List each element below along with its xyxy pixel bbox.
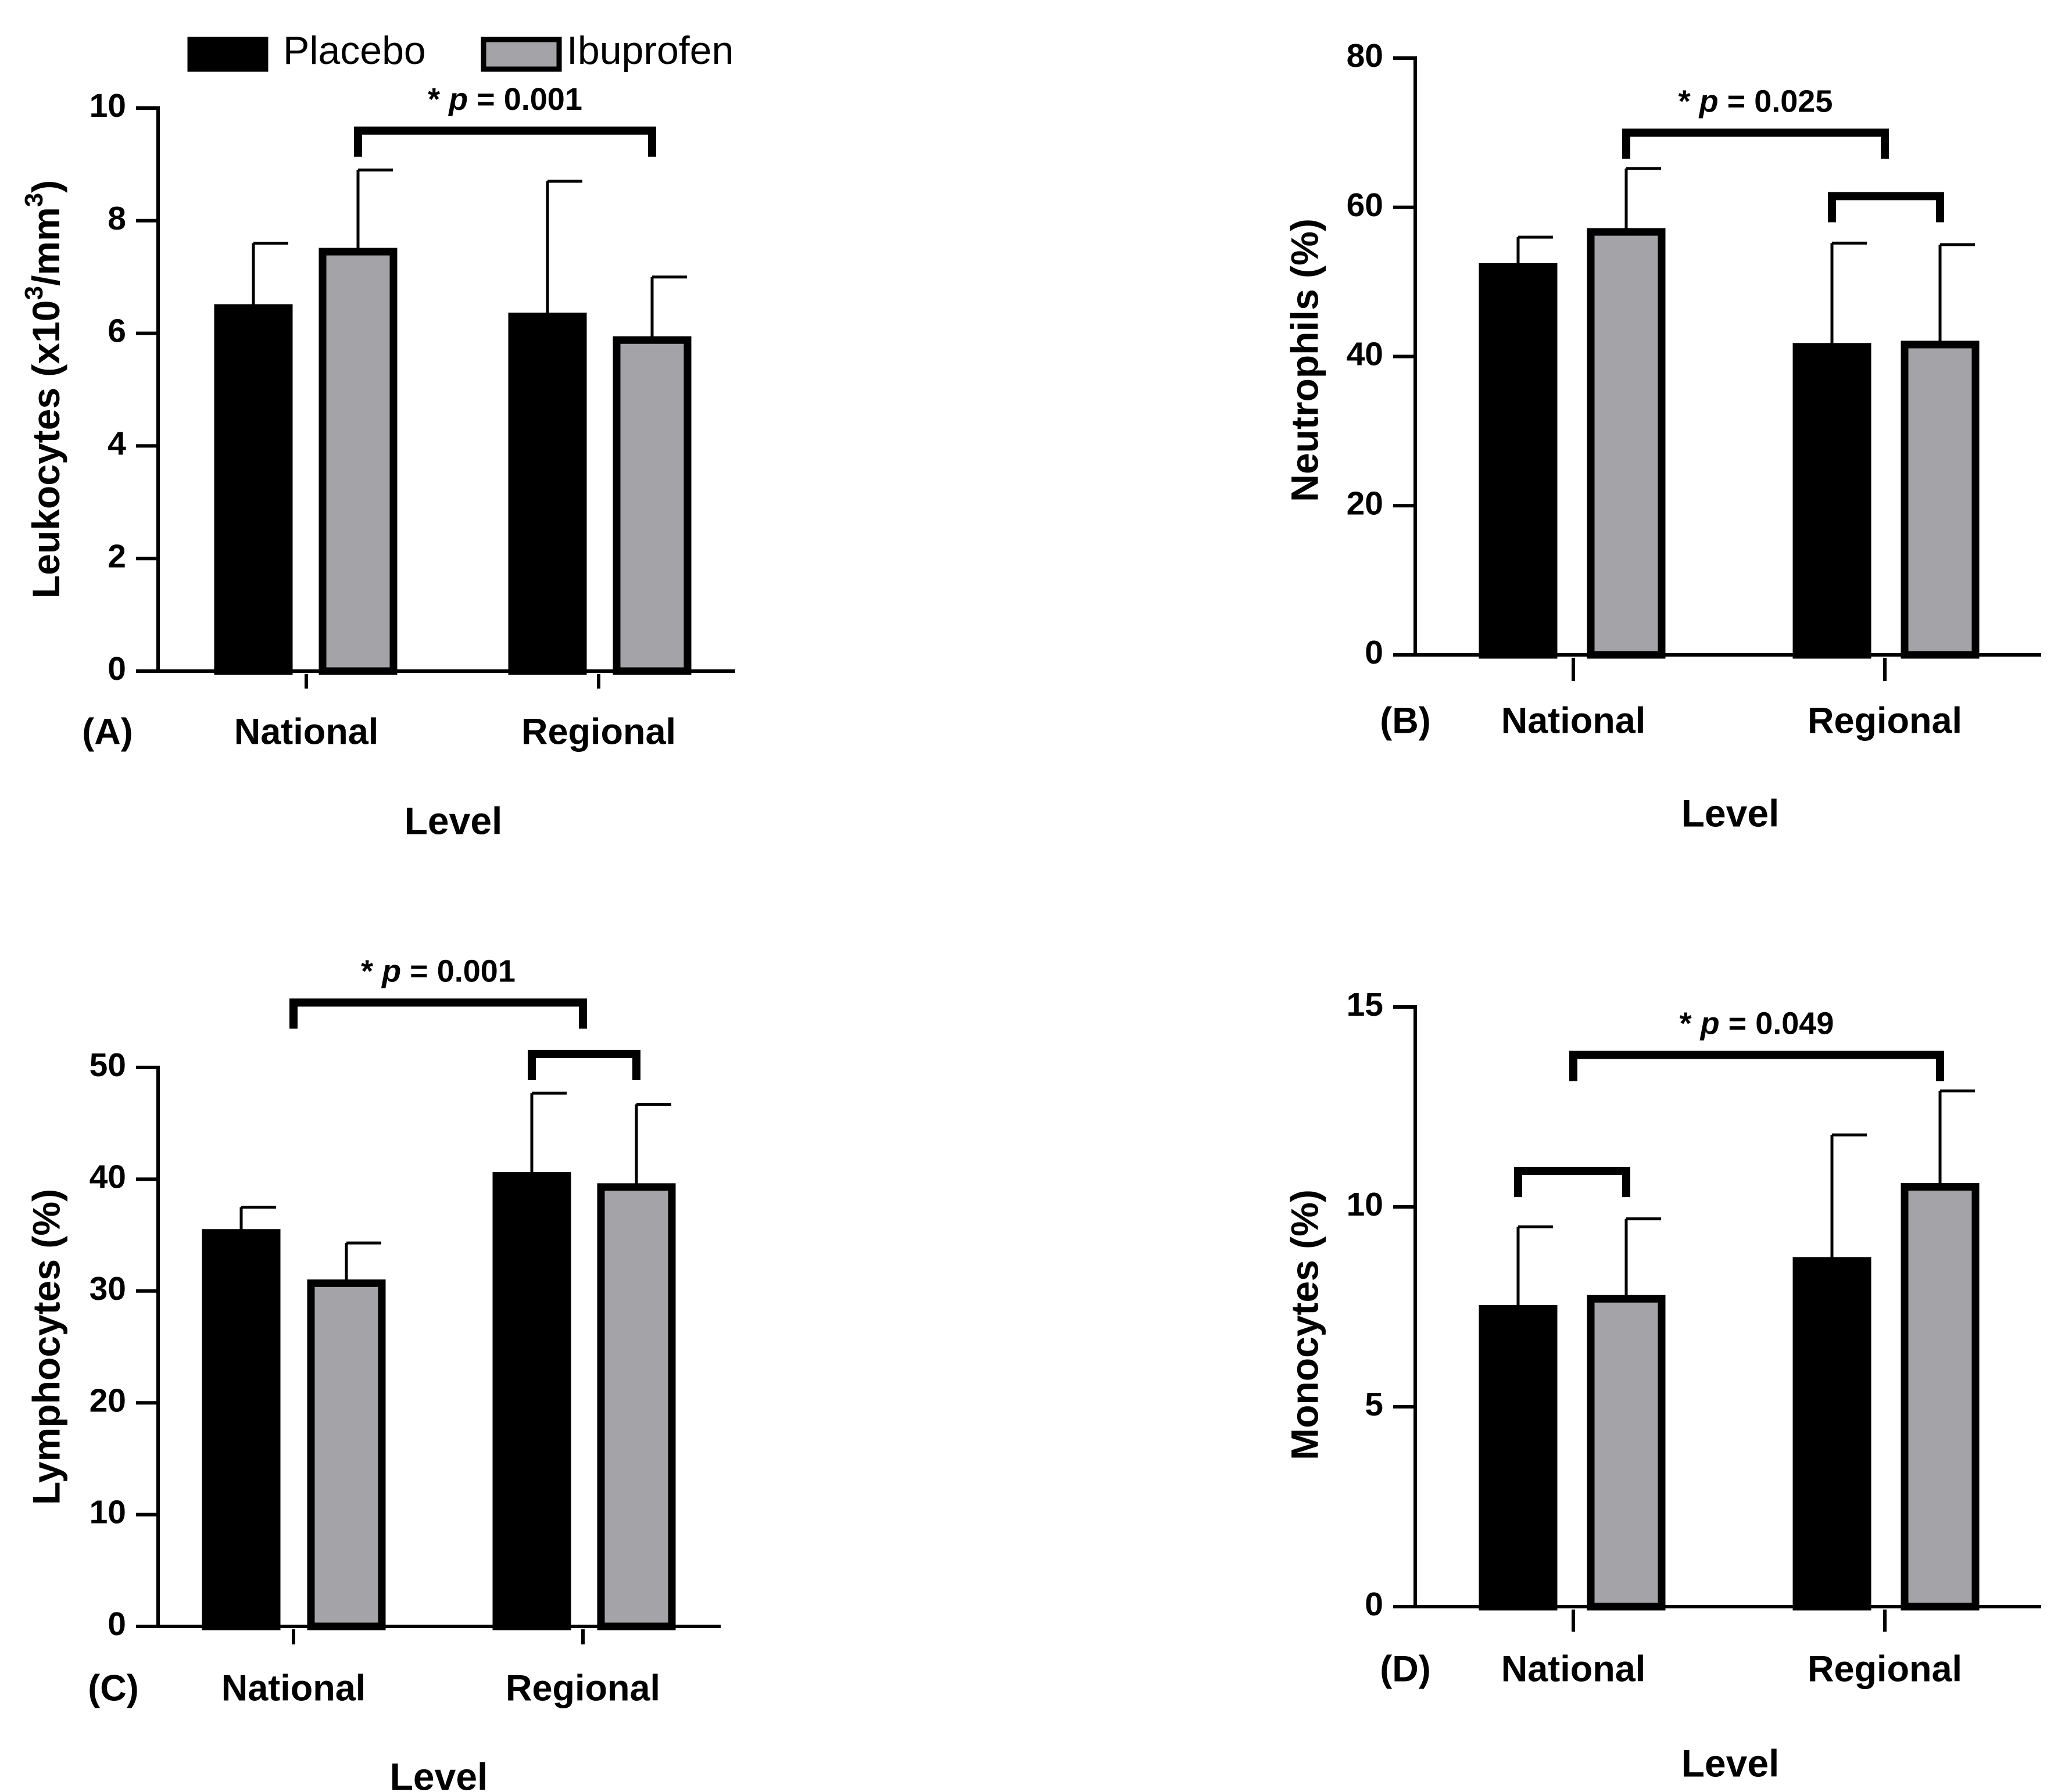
bar-ibuprofen-national bbox=[307, 1279, 386, 1630]
y-tick-label: 40 bbox=[1347, 336, 1383, 373]
bar-ibuprofen-regional bbox=[1901, 1183, 1980, 1611]
y-axis-title: Leukocytes (x103/mm3) bbox=[20, 180, 68, 598]
panel-a: 0 2 4 6 8 10 National Regional (A) Level Leukocyte… bbox=[20, 82, 735, 842]
x-category-label: National bbox=[1501, 1649, 1646, 1690]
significance-bracket bbox=[1622, 128, 1889, 159]
legend-swatch-placebo bbox=[187, 37, 269, 72]
x-category-label: National bbox=[1501, 701, 1646, 741]
bar-ibuprofen-regional bbox=[1901, 341, 1980, 659]
x-category-label: Regional bbox=[1808, 701, 1962, 741]
significance-bracket bbox=[1828, 192, 1944, 223]
legend-label-ibuprofen: Ibuprofen bbox=[567, 28, 733, 73]
significance-bracket bbox=[1569, 1051, 1944, 1081]
panel-letter: (B) bbox=[1380, 701, 1430, 741]
y-tick-label: 10 bbox=[90, 1494, 126, 1531]
y-tick-label: 80 bbox=[1347, 37, 1383, 74]
panel-d: 0 5 10 15 National Regional (D) Level Monocytes … bbox=[1283, 986, 2041, 1784]
y-tick-label: 30 bbox=[90, 1270, 126, 1307]
bar-placebo-regional bbox=[508, 313, 587, 675]
legend-label-placebo: Placebo bbox=[283, 28, 426, 73]
y-tick-label: 2 bbox=[108, 537, 126, 575]
y-tick-label: 15 bbox=[1347, 986, 1383, 1023]
y-tick-label: 10 bbox=[1347, 1186, 1383, 1223]
y-tick-label: 0 bbox=[1365, 1586, 1383, 1623]
bar-ibuprofen-national bbox=[318, 248, 398, 675]
x-axis-title: Level bbox=[405, 799, 503, 842]
y-tick-label: 0 bbox=[1365, 634, 1383, 671]
x-axis-title: Level bbox=[1681, 791, 1780, 834]
legend-swatch-ibuprofen bbox=[481, 37, 562, 72]
bar-ibuprofen-regional bbox=[613, 336, 692, 675]
y-tick-label: 8 bbox=[108, 200, 126, 237]
panels: 0 2 4 6 8 10 National Regional (A) Level Leukocyte… bbox=[20, 37, 2041, 1792]
significance-label: * p = 0.025 bbox=[1679, 84, 1833, 119]
significance-bracket bbox=[528, 1049, 640, 1080]
x-axis-title: Level bbox=[390, 1755, 488, 1792]
panel-c: 0 10 20 30 40 50 National Regional (C) Level Lymph… bbox=[24, 954, 721, 1792]
panel-letter: (A) bbox=[82, 712, 133, 752]
bar-placebo-regional bbox=[1792, 343, 1871, 659]
significance-label: * p = 0.001 bbox=[361, 954, 516, 989]
significance-label: * p = 0.001 bbox=[428, 82, 582, 117]
y-tick-label: 5 bbox=[1365, 1386, 1383, 1423]
y-tick-label: 4 bbox=[108, 425, 126, 462]
bar-placebo-national bbox=[214, 304, 293, 675]
bar-placebo-regional bbox=[1792, 1257, 1871, 1611]
panel-letter: (D) bbox=[1380, 1649, 1430, 1690]
panel-b: 0 20 40 60 80 National Regional (B) Level Neutrop… bbox=[1283, 37, 2041, 834]
y-axis-title: Monocytes (%) bbox=[1283, 1189, 1326, 1460]
bar-ibuprofen-regional bbox=[597, 1183, 676, 1630]
y-tick-label: 60 bbox=[1347, 187, 1383, 224]
bar-ibuprofen-national bbox=[1587, 228, 1666, 659]
y-tick-label: 20 bbox=[1347, 485, 1383, 522]
y-tick-label: 20 bbox=[90, 1382, 126, 1419]
x-category-label: Regional bbox=[506, 1668, 660, 1709]
y-axis-title: Lymphocytes (%) bbox=[24, 1189, 67, 1505]
x-axis-title: Level bbox=[1681, 1741, 1780, 1784]
legend: Placebo Ibuprofen bbox=[187, 28, 733, 73]
x-category-label: Regional bbox=[521, 712, 676, 752]
y-tick-label: 0 bbox=[108, 650, 126, 687]
significance-bracket bbox=[1514, 1167, 1630, 1198]
x-category-label: National bbox=[234, 712, 379, 752]
x-category-label: National bbox=[221, 1668, 366, 1709]
bar-placebo-national bbox=[1479, 1304, 1558, 1611]
y-tick-label: 0 bbox=[108, 1605, 126, 1643]
y-axis-title: Neutrophils (%) bbox=[1283, 218, 1326, 502]
panel-letter: (C) bbox=[88, 1668, 138, 1709]
significance-bracket bbox=[354, 126, 656, 157]
y-tick-label: 50 bbox=[90, 1046, 126, 1084]
y-tick-label: 10 bbox=[90, 87, 126, 124]
bar-placebo-national bbox=[202, 1229, 281, 1630]
y-tick-label: 6 bbox=[108, 313, 126, 350]
bar-ibuprofen-national bbox=[1587, 1295, 1666, 1611]
significance-label: * p = 0.049 bbox=[1680, 1006, 1834, 1041]
significance-bracket bbox=[289, 998, 587, 1029]
bar-placebo-national bbox=[1479, 263, 1558, 659]
y-tick-label: 40 bbox=[90, 1158, 126, 1195]
x-category-label: Regional bbox=[1808, 1649, 1962, 1690]
bar-placebo-regional bbox=[492, 1172, 571, 1630]
